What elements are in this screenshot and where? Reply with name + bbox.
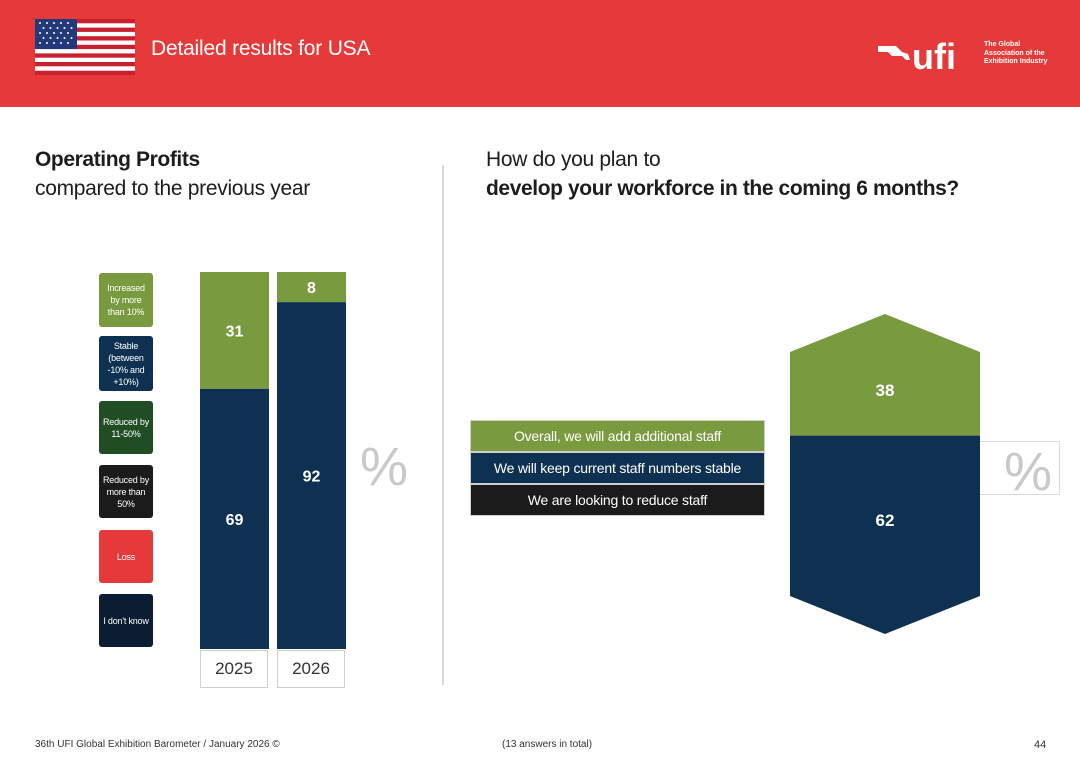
option-add-staff: Overall, we will add additional staff: [470, 420, 765, 452]
legend-item-label: Reduced by: [102, 416, 150, 427]
bar-segment: [277, 272, 346, 303]
footer-source: 36th UFI Global Exhibition Barometer / J…: [35, 739, 280, 750]
legend-item-label: +10%): [113, 376, 139, 387]
bar-value-label: 69: [226, 512, 244, 529]
workforce-segment-stable: [790, 435, 980, 634]
operating-profits-subtitle: compared to the previous year: [35, 177, 310, 200]
page-title: Detailed results for USA: [151, 37, 371, 60]
percent-sign-right: %: [1004, 442, 1053, 502]
section-divider: [442, 165, 444, 685]
bar-value-label: 8: [307, 280, 316, 297]
workforce-question-line2: develop your workforce in the coming 6 m…: [486, 177, 959, 200]
ufi-tagline: The Global Association of the Exhibition…: [984, 41, 1064, 67]
legend-item-label: Increased: [107, 283, 145, 293]
usa-flag-icon: [35, 19, 135, 75]
percent-frame: [980, 441, 1060, 495]
legend-item: Increased by more than 10%: [99, 273, 153, 327]
legend-item: Loss: [99, 530, 153, 583]
year-label-2026: 2026: [277, 650, 345, 688]
legend-item-label: Loss: [116, 551, 136, 562]
ufi-tagline-line: Exhibition Industry: [984, 58, 1048, 65]
ufi-tagline-line: The Global: [984, 41, 1021, 48]
legend-item-label: I don't know: [103, 615, 149, 626]
year-label-2025: 2025: [200, 650, 268, 688]
bar-value-label: 92: [303, 469, 321, 486]
legend-item: Stable (between -10% and +10%): [99, 336, 153, 391]
operating-profits-title: Operating Profits: [35, 148, 200, 171]
page-number: 44: [1034, 739, 1047, 751]
option-keep-staff: We will keep current staff numbers stabl…: [470, 452, 765, 484]
percent-sign: %: [360, 437, 409, 497]
ufi-logo: ufi: [878, 38, 956, 72]
bar-segment: [200, 272, 269, 389]
legend-item-label: than 10%: [107, 307, 145, 317]
workforce-value-label: 62: [876, 511, 895, 530]
legend-item-label: Reduced by: [102, 474, 150, 485]
option-reduce-staff: We are looking to reduce staff: [470, 484, 765, 516]
ufi-logo-text: ufi: [912, 38, 956, 72]
header-bar: Detailed results for USA ufi The Global …: [0, 0, 1080, 107]
legend-item-label: -10% and: [107, 364, 145, 375]
bar-segment: [200, 388, 269, 649]
legend-item-label: Stable: [113, 340, 139, 351]
bar-segment: [277, 302, 346, 649]
legend-item: Reduced by more than 50%: [99, 465, 153, 518]
legend-item: Reduced by 11-50%: [99, 401, 153, 454]
legend-item-label: 50%: [117, 498, 135, 509]
legend-item-label: by more: [110, 295, 142, 305]
ufi-tagline-line: Association of the: [984, 49, 1045, 57]
footer-answers: (13 answers in total): [502, 739, 593, 750]
legend-item-label: more than: [106, 486, 146, 497]
workforce-segment-add: [790, 314, 980, 436]
legend-item: I don't know: [99, 594, 153, 647]
workforce-question-line1: How do you plan to: [486, 148, 661, 171]
bar-value-label: 31: [226, 323, 244, 340]
legend-item-label: 11-50%: [111, 428, 141, 439]
legend-item-label: (between: [108, 352, 144, 363]
workforce-value-label: 38: [876, 381, 895, 400]
